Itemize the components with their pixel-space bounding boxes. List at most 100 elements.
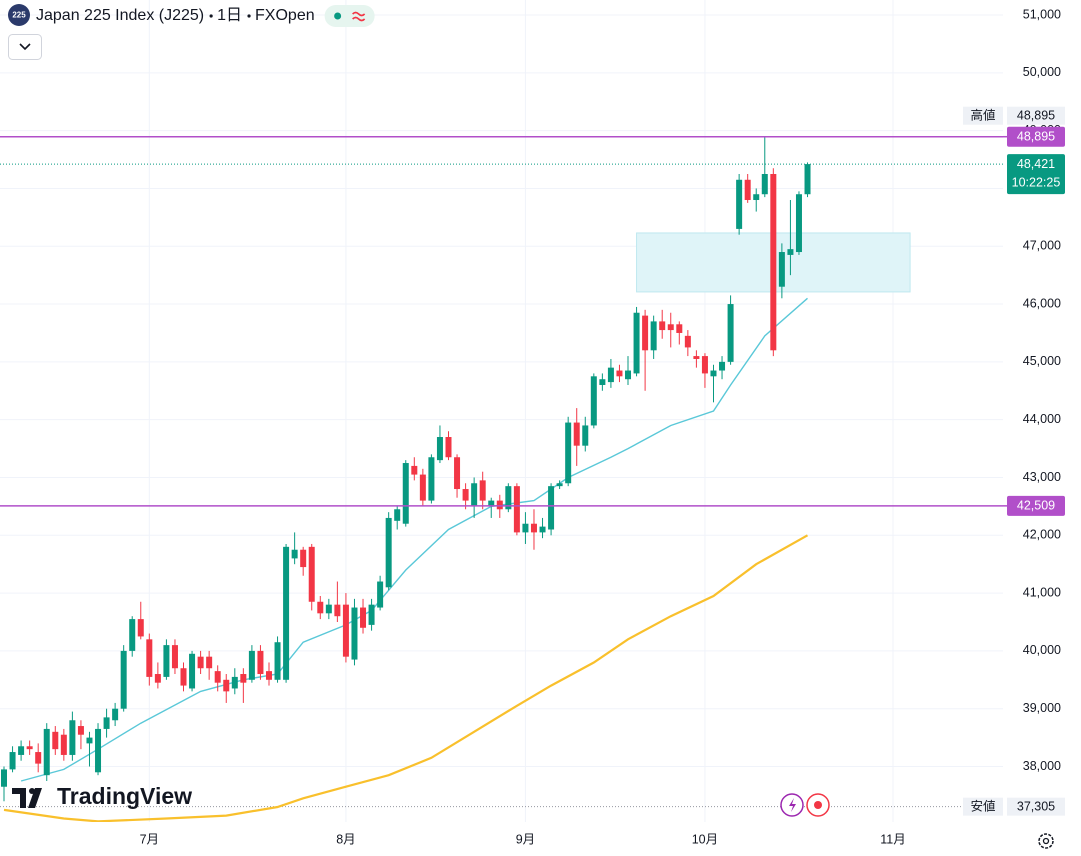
candle-body	[325, 604, 332, 614]
candle-body	[513, 486, 520, 533]
candle-body	[411, 465, 418, 475]
candle-body	[727, 304, 734, 362]
x-tick-label: 9月	[516, 832, 535, 846]
candle-body	[650, 321, 657, 351]
x-tick-label: 11月	[880, 832, 905, 846]
collapse-button[interactable]	[8, 34, 42, 60]
candle-body	[171, 645, 178, 669]
pill-bg	[324, 5, 375, 27]
y-tick-label: 47,000	[1023, 239, 1061, 253]
y-tick-label: 43,000	[1023, 470, 1061, 484]
candle-body	[197, 656, 204, 669]
candle-body	[180, 668, 187, 686]
candle-body	[736, 179, 743, 229]
candle-body	[120, 650, 127, 709]
candle-body	[26, 746, 33, 750]
candle-body	[103, 717, 110, 729]
candle-body	[9, 752, 16, 770]
candle-body	[1, 769, 7, 787]
candle-body	[360, 607, 367, 628]
y-tick-label: 44,000	[1023, 412, 1061, 426]
candle-body	[770, 173, 777, 351]
y-tick-label: 51,000	[1023, 7, 1061, 21]
settings-button[interactable]	[1038, 833, 1054, 849]
candle-body	[368, 604, 375, 625]
marker-value-bg	[1007, 797, 1065, 816]
candle-body	[676, 324, 683, 333]
candle-body	[436, 437, 443, 461]
marker-value-bg	[1007, 106, 1065, 125]
candle-body	[394, 509, 401, 521]
last-price-time: 10:22:25	[1012, 175, 1061, 189]
candle-body	[454, 457, 461, 490]
candle-body	[300, 549, 307, 568]
candle-body	[548, 486, 555, 530]
candle-body	[701, 356, 708, 374]
candle-body	[308, 546, 315, 602]
symbol-icon-text: 225	[12, 11, 26, 20]
candle-body	[744, 179, 751, 201]
y-tick-label: 40,000	[1023, 643, 1061, 657]
plot-area	[0, 135, 1003, 822]
candle-body	[693, 356, 700, 359]
candle-body	[35, 752, 42, 764]
last-price-bg	[1007, 154, 1065, 195]
logo-mark	[12, 788, 42, 808]
candle-body	[206, 656, 213, 669]
chevron	[19, 43, 31, 51]
candle-body	[189, 653, 196, 689]
last-price-label: 48,421	[1017, 157, 1055, 171]
x-tick-label: 7月	[140, 832, 159, 846]
status-dot	[334, 12, 342, 20]
candle-body	[385, 517, 392, 588]
candle-body	[778, 252, 785, 287]
candle-body	[599, 379, 606, 385]
candle-body	[710, 370, 717, 377]
candle-body	[659, 321, 666, 331]
candle-body	[317, 601, 324, 614]
symbol-icon	[8, 4, 30, 26]
candle-body	[505, 486, 512, 510]
candle-body	[496, 500, 503, 510]
approx-icon	[352, 11, 366, 22]
symbol-title: Japan 225 Index (J225)	[36, 7, 204, 24]
y-tick-label: 38,000	[1023, 759, 1061, 773]
candle-body	[95, 728, 102, 773]
candle-body	[445, 437, 452, 458]
ma-line	[3, 534, 809, 822]
candle-body	[342, 604, 349, 657]
candle-body	[462, 489, 469, 501]
candle-body	[18, 746, 25, 755]
source: FXOpen	[255, 7, 315, 24]
candle-body	[625, 370, 632, 380]
candle-body	[753, 194, 760, 201]
candle-body	[334, 604, 341, 617]
logo: TradingView	[12, 783, 192, 809]
y-tick-label: 41,000	[1023, 585, 1061, 599]
price-label: 48,895	[1017, 130, 1055, 144]
candle-body	[77, 726, 84, 735]
status-pill[interactable]	[324, 5, 375, 27]
axes: 38,000 39,000 40,000 41,000 42,000 43,000 44,0…	[140, 7, 1065, 846]
candle-body	[795, 194, 802, 253]
candle-body	[590, 376, 597, 426]
gear	[1038, 833, 1054, 849]
candle-body	[214, 671, 221, 683]
candle-body	[633, 312, 640, 374]
candle-body	[402, 463, 409, 524]
candle-body	[582, 425, 589, 446]
candle-body	[616, 370, 623, 377]
candle-body	[265, 671, 272, 680]
candle-body	[565, 422, 572, 484]
gear-center	[1042, 837, 1050, 845]
candle-body	[231, 676, 238, 689]
grid	[0, 0, 1003, 822]
candle-body	[377, 581, 384, 608]
candle-body	[248, 650, 255, 680]
candle-body	[351, 607, 358, 660]
marker-name: 安値	[970, 798, 995, 813]
marker-name-bg	[963, 797, 1003, 816]
candle-body	[573, 422, 580, 446]
